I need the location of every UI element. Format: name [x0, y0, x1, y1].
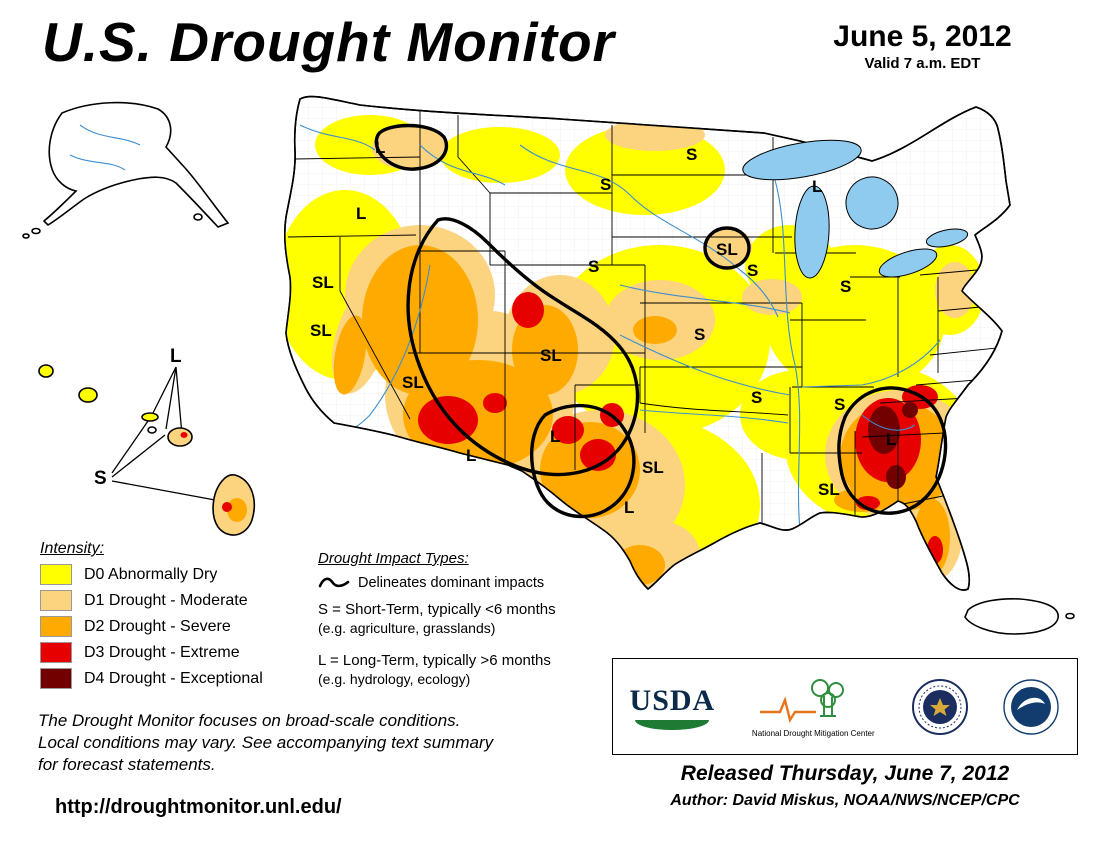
- map-impact-label-s: S: [751, 388, 762, 407]
- released-date: Released Thursday, June 7, 2012: [680, 762, 1010, 785]
- map-impact-label-sl: SL: [716, 240, 738, 259]
- d4-swatch: [40, 668, 72, 689]
- legend-item-d2: D2 Drought - Severe: [40, 616, 263, 637]
- legend-item-d4: D4 Drought - Exceptional: [40, 668, 263, 689]
- d0-swatch: [40, 564, 72, 585]
- map-impact-label-l: L: [550, 427, 560, 446]
- svg-text:NOAA: NOAA: [1021, 689, 1042, 696]
- noaa-logo: NOAA: [1003, 678, 1060, 735]
- map-impact-label-sl: SL: [818, 480, 840, 499]
- great-lakes: [742, 139, 969, 279]
- usda-logo: USDA: [630, 684, 716, 730]
- map-impact-label-s: S: [686, 145, 697, 164]
- legend-item-d0: D0 Abnormally Dry: [40, 564, 263, 585]
- map-impact-label-l: L: [812, 177, 822, 196]
- map-impact-label-s: S: [834, 395, 845, 414]
- delineates-text: Delineates dominant impacts: [358, 575, 545, 591]
- date-block: June 5, 2012 Valid 7 a.m. EDT: [800, 20, 1045, 72]
- ndmc-tree-icon: [760, 678, 845, 723]
- map-impact-label-sl: SL: [310, 321, 332, 340]
- map-impact-label-l: L: [886, 430, 896, 449]
- legend-item-d1: D1 Drought - Moderate: [40, 590, 263, 611]
- d3-swatch: [40, 642, 72, 663]
- hawaii-inset: [38, 364, 256, 536]
- map-impact-label-s: S: [94, 468, 107, 489]
- map-impact-label-l: L: [170, 346, 182, 367]
- map-impact-label-sl: SL: [312, 273, 334, 292]
- disclaimer-text: The Drought Monitor focuses on broad-sca…: [38, 711, 494, 774]
- map-impact-label-s: S: [600, 175, 611, 194]
- impact-heading: Drought Impact Types:: [318, 550, 469, 567]
- impact-squiggle-icon: [318, 577, 350, 588]
- map-impact-label-sl: SL: [540, 346, 562, 365]
- map-impact-label-s: S: [747, 261, 758, 280]
- d2-swatch: [40, 616, 72, 637]
- legend-heading: Intensity:: [40, 540, 105, 557]
- puerto-rico-inset: [964, 598, 1075, 635]
- short-term-line: S = Short-Term, typically <6 months: [318, 601, 556, 618]
- map-impact-label-l: L: [624, 498, 634, 517]
- us-drought-map: L S S L L SL S S S SL S SL SL SL S S L L SL L SL L L S: [0, 85, 1100, 655]
- page-title: U.S. Drought Monitor: [42, 11, 615, 73]
- usda-green-swoosh: [635, 719, 710, 730]
- intensity-legend: Intensity: D0 Abnormally Dry D1 Drought …: [40, 540, 263, 694]
- valid-time: Valid 7 a.m. EDT: [864, 55, 981, 72]
- agency-logo-box: USDA National Drought Mitigation Center …: [612, 658, 1078, 755]
- impact-types-block: Drought Impact Types: Delineates dominan…: [318, 550, 618, 687]
- map-impact-label-l: L: [466, 446, 476, 465]
- ndmc-logo: National Drought Mitigation Center: [748, 676, 878, 738]
- long-term-sub: (e.g. hydrology, ecology): [318, 671, 471, 687]
- map-impact-label-l: L: [375, 138, 385, 157]
- map-impact-label-s: S: [588, 257, 599, 276]
- alaska-inset: [22, 101, 230, 239]
- legend-item-d3: D3 Drought - Extreme: [40, 642, 263, 663]
- d1-swatch: [40, 590, 72, 611]
- map-impact-label-l: L: [356, 204, 366, 223]
- short-term-sub: (e.g. agriculture, grasslands): [318, 620, 496, 636]
- map-date: June 5, 2012: [833, 20, 1012, 53]
- drought-monitor-url[interactable]: http://droughtmonitor.unl.edu/: [55, 796, 342, 818]
- map-impact-label-sl: SL: [402, 373, 424, 392]
- author-credit: Author: David Miskus, NOAA/NWS/NCEP/CPC: [670, 792, 1020, 809]
- map-impact-label-sl: SL: [642, 458, 664, 477]
- map-impact-label-s: S: [840, 277, 851, 296]
- department-of-commerce-seal: [912, 678, 969, 735]
- map-impact-label-s: S: [694, 325, 705, 344]
- long-term-line: L = Long-Term, typically >6 months: [318, 652, 551, 669]
